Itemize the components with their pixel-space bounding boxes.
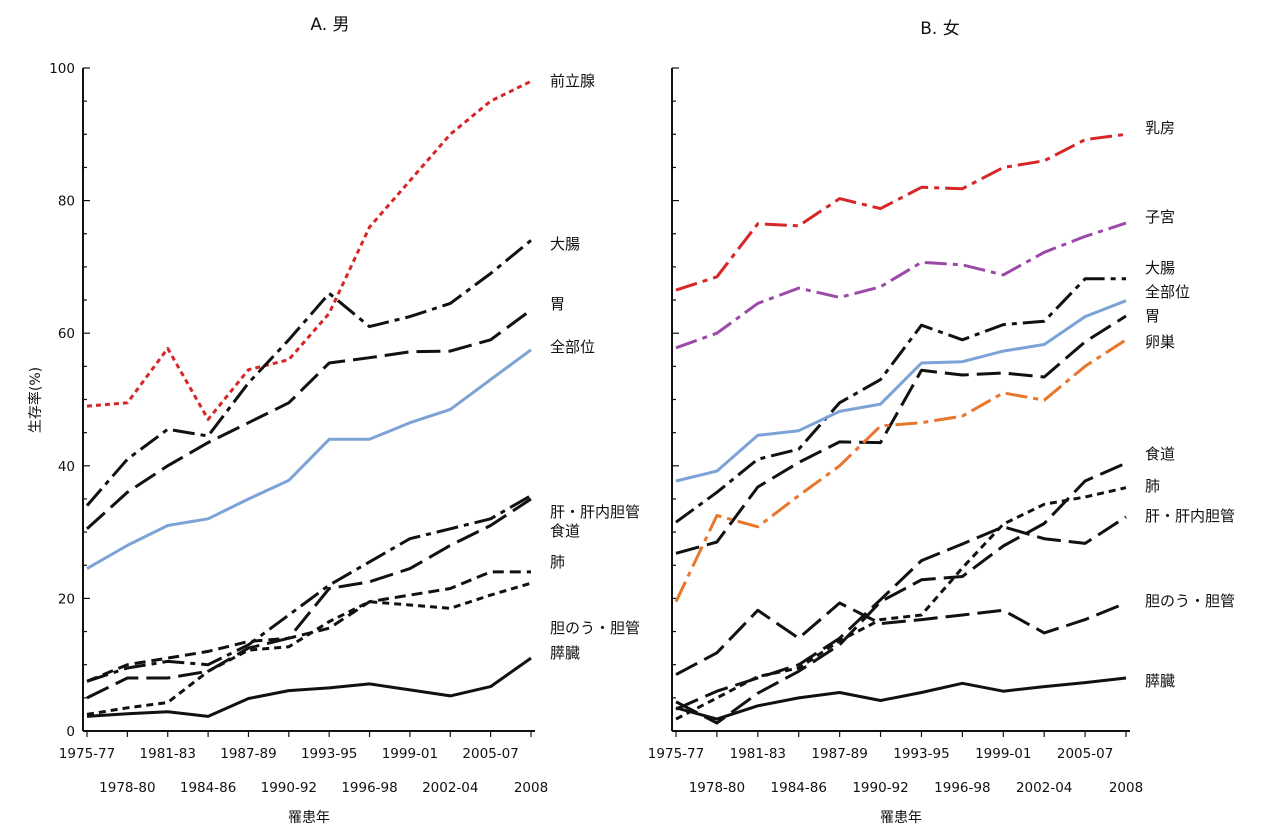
series-line-female-2 xyxy=(675,277,1126,524)
x-tick-label: 1975-77 xyxy=(59,746,115,762)
series-line-female-4 xyxy=(675,314,1127,555)
y-axis-title: 生存率(%) xyxy=(27,367,44,433)
series-label: 胃 xyxy=(550,295,565,313)
x-tick-label: 1978-80 xyxy=(689,780,745,796)
x-tick-label: 1975-77 xyxy=(648,746,704,762)
series-label: 肝・肝内胆管 xyxy=(550,503,640,521)
x-tick-label: 1978-80 xyxy=(99,780,155,796)
series-label: 食道 xyxy=(1145,445,1175,463)
x-tick-label: 2002-04 xyxy=(422,780,478,796)
series-line-female-8 xyxy=(675,515,1127,711)
series-label: 食道 xyxy=(550,522,580,540)
x-tick-label: 1981-83 xyxy=(730,746,786,762)
series-label: 子宮 xyxy=(1145,208,1175,226)
y-tick-label: 0 xyxy=(66,724,75,740)
y-tick-label: 100 xyxy=(49,61,75,77)
series-label: 肺 xyxy=(1145,477,1160,495)
series-label: 卵巣 xyxy=(1145,333,1175,351)
series-label: 大腸 xyxy=(1145,259,1175,277)
x-tick-label: 2005-07 xyxy=(462,746,518,762)
series-label: 肝・肝内胆管 xyxy=(1145,507,1235,525)
series-label: 胆のう・胆管 xyxy=(1145,592,1235,610)
series-label: 大腸 xyxy=(550,235,580,253)
y-tick-label: 40 xyxy=(58,459,75,475)
series-line-female-10 xyxy=(675,676,1127,721)
series-label: 乳房 xyxy=(1145,119,1175,137)
series-label: 肺 xyxy=(550,553,565,571)
series-line-male-0 xyxy=(86,79,532,421)
chart-panel-female: B. 女 1975-77 1981-83 1987-89 1993-95 1999-01 2… xyxy=(648,19,1235,826)
x-tick-label: 1993-95 xyxy=(893,746,949,762)
series-line-male-8 xyxy=(86,656,532,718)
x-tick-label: 1990-92 xyxy=(261,780,317,796)
x-tick-label: 1987-89 xyxy=(811,746,867,762)
x-tick-label: 1984-86 xyxy=(180,780,236,796)
x-tick-label: 1993-95 xyxy=(301,746,357,762)
series-line-female-6 xyxy=(675,461,1127,725)
series-line-male-2 xyxy=(85,308,532,530)
x-tick-label: 1996-98 xyxy=(934,780,990,796)
y-tick-label: 80 xyxy=(58,194,75,210)
x-tick-label: 1990-92 xyxy=(852,780,908,796)
series-line-male-7 xyxy=(86,581,532,716)
series-label: 膵臓 xyxy=(550,644,580,662)
series-line-female-9 xyxy=(675,601,1127,676)
x-tick-label: 2002-04 xyxy=(1016,780,1072,796)
panel-title: A. 男 xyxy=(310,15,349,35)
series-line-male-1 xyxy=(85,239,532,507)
x-tick-label: 1984-86 xyxy=(771,780,827,796)
x-axis-title: 罹患年 xyxy=(288,810,330,826)
series-label: 前立腺 xyxy=(550,72,595,90)
series-line-female-3 xyxy=(675,299,1127,483)
x-tick-label: 1999-01 xyxy=(382,746,438,762)
chart-panel-male: A. 男 0 20 40 60 80 100 1975-77 1981-83 1987-89 199… xyxy=(27,15,640,826)
x-tick-label: 2005-07 xyxy=(1057,746,1113,762)
series-line-male-3 xyxy=(86,348,532,570)
x-tick-label: 1999-01 xyxy=(975,746,1031,762)
y-tick-label: 60 xyxy=(58,326,75,342)
series-label: 膵臓 xyxy=(1145,672,1175,690)
series-line-female-0 xyxy=(675,132,1127,292)
x-tick-label: 1981-83 xyxy=(140,746,196,762)
series-line-male-5 xyxy=(86,497,532,700)
x-tick-label: 1987-89 xyxy=(220,746,276,762)
y-tick-label: 20 xyxy=(58,591,75,607)
x-tick-label: 2008 xyxy=(514,780,548,796)
x-tick-label: 2008 xyxy=(1109,780,1143,796)
x-tick-label: 1996-98 xyxy=(341,780,397,796)
series-line-female-5 xyxy=(674,338,1127,603)
x-axis-title: 罹患年 xyxy=(880,810,922,826)
series-line-female-1 xyxy=(675,221,1127,350)
series-line-male-4 xyxy=(86,494,532,683)
series-label: 全部位 xyxy=(550,338,595,356)
series-label: 胃 xyxy=(1145,307,1160,325)
series-label: 胆のう・胆管 xyxy=(550,619,640,637)
series-label: 全部位 xyxy=(1145,283,1190,301)
panel-title: B. 女 xyxy=(920,19,959,39)
